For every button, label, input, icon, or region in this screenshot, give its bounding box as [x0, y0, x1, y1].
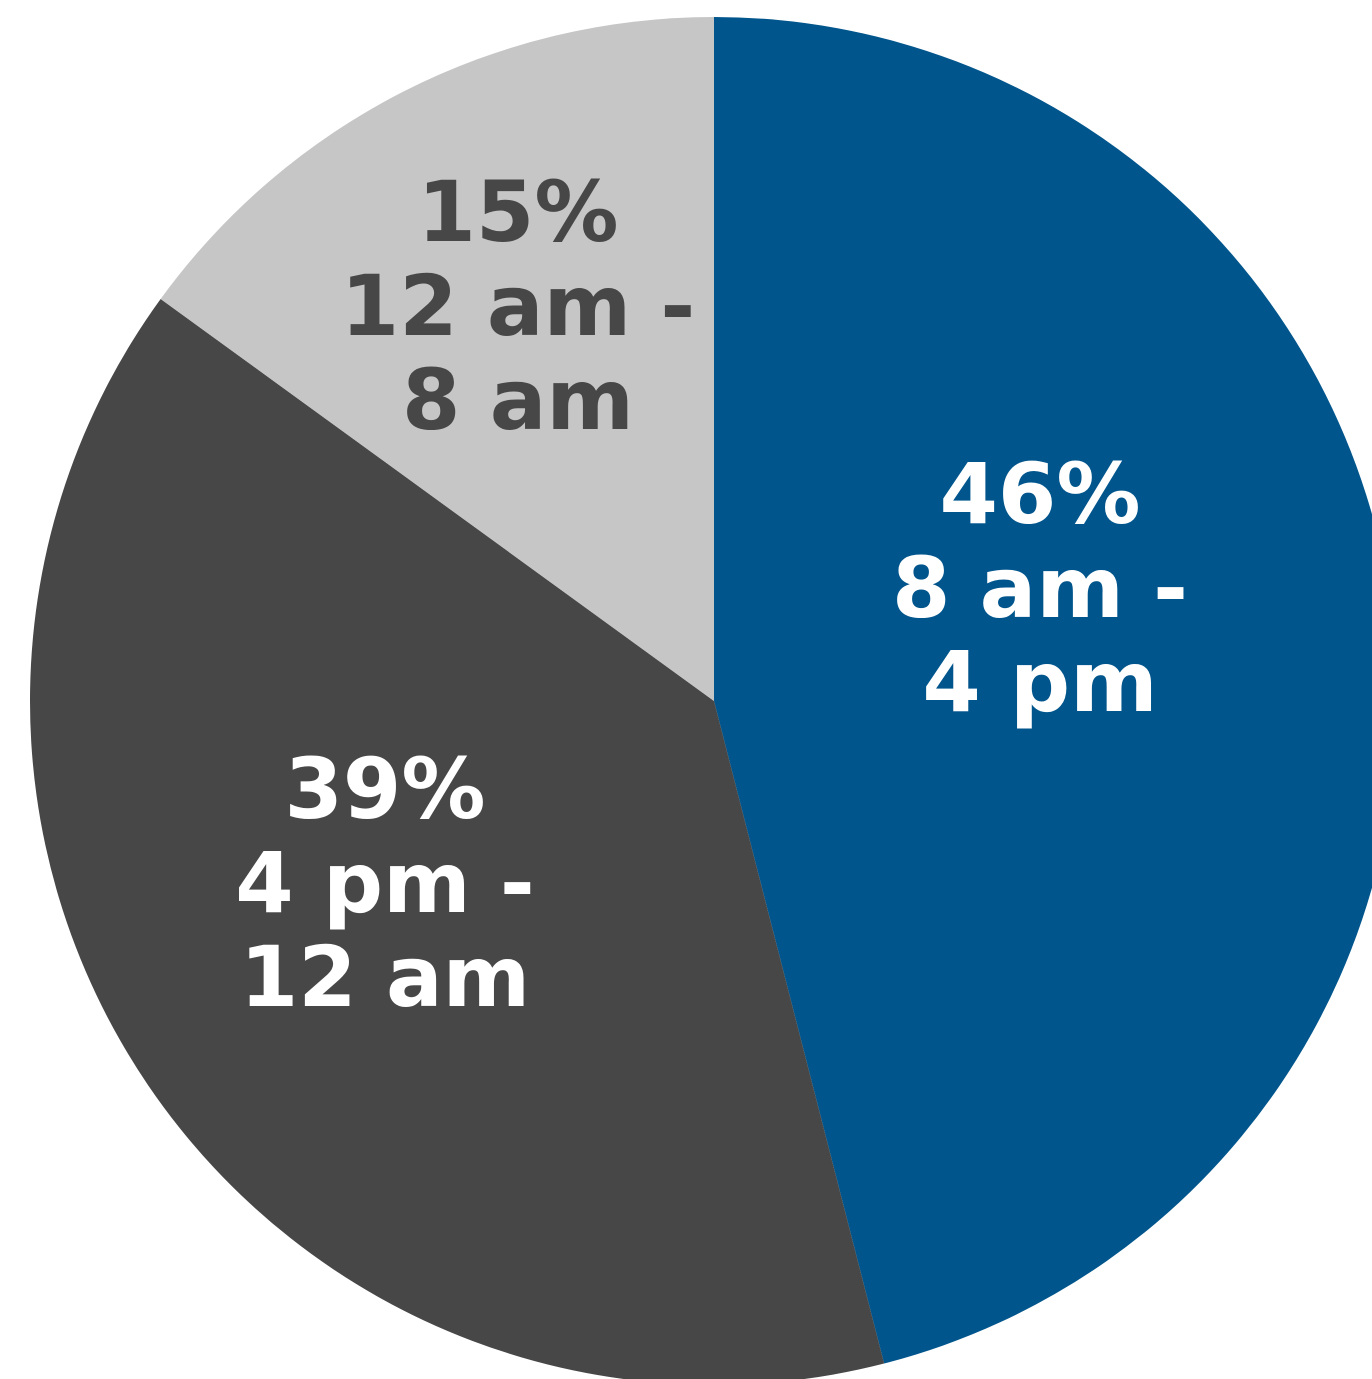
pie-slice-4-pm-12-am — [30, 298, 885, 1379]
pie-slices — [30, 17, 1372, 1379]
slice-time-label: 8 am — [402, 351, 634, 449]
slice-time-label: 12 am — [240, 928, 530, 1026]
slice-time-label: 12 am - — [341, 257, 695, 355]
pie-slice-8-am-4-pm — [714, 17, 1372, 1364]
slice-percent-label: 46% — [939, 445, 1140, 543]
slice-percent-label: 39% — [284, 740, 485, 838]
pie-slice-12-am-8-am — [160, 17, 714, 701]
slice-time-label: 8 am - — [892, 539, 1188, 637]
slice-time-label: 4 pm - — [235, 834, 534, 932]
slice-label-4-pm-12-am: 39% 4 pm -12 am — [235, 740, 534, 1026]
slice-time-label: 4 pm — [922, 633, 1157, 731]
slice-label-8-am-4-pm: 46% 8 am -4 pm — [892, 445, 1188, 731]
slice-label-12-am-8-am: 15% 12 am -8 am — [341, 163, 695, 449]
slice-percent-label: 15% — [417, 163, 618, 261]
